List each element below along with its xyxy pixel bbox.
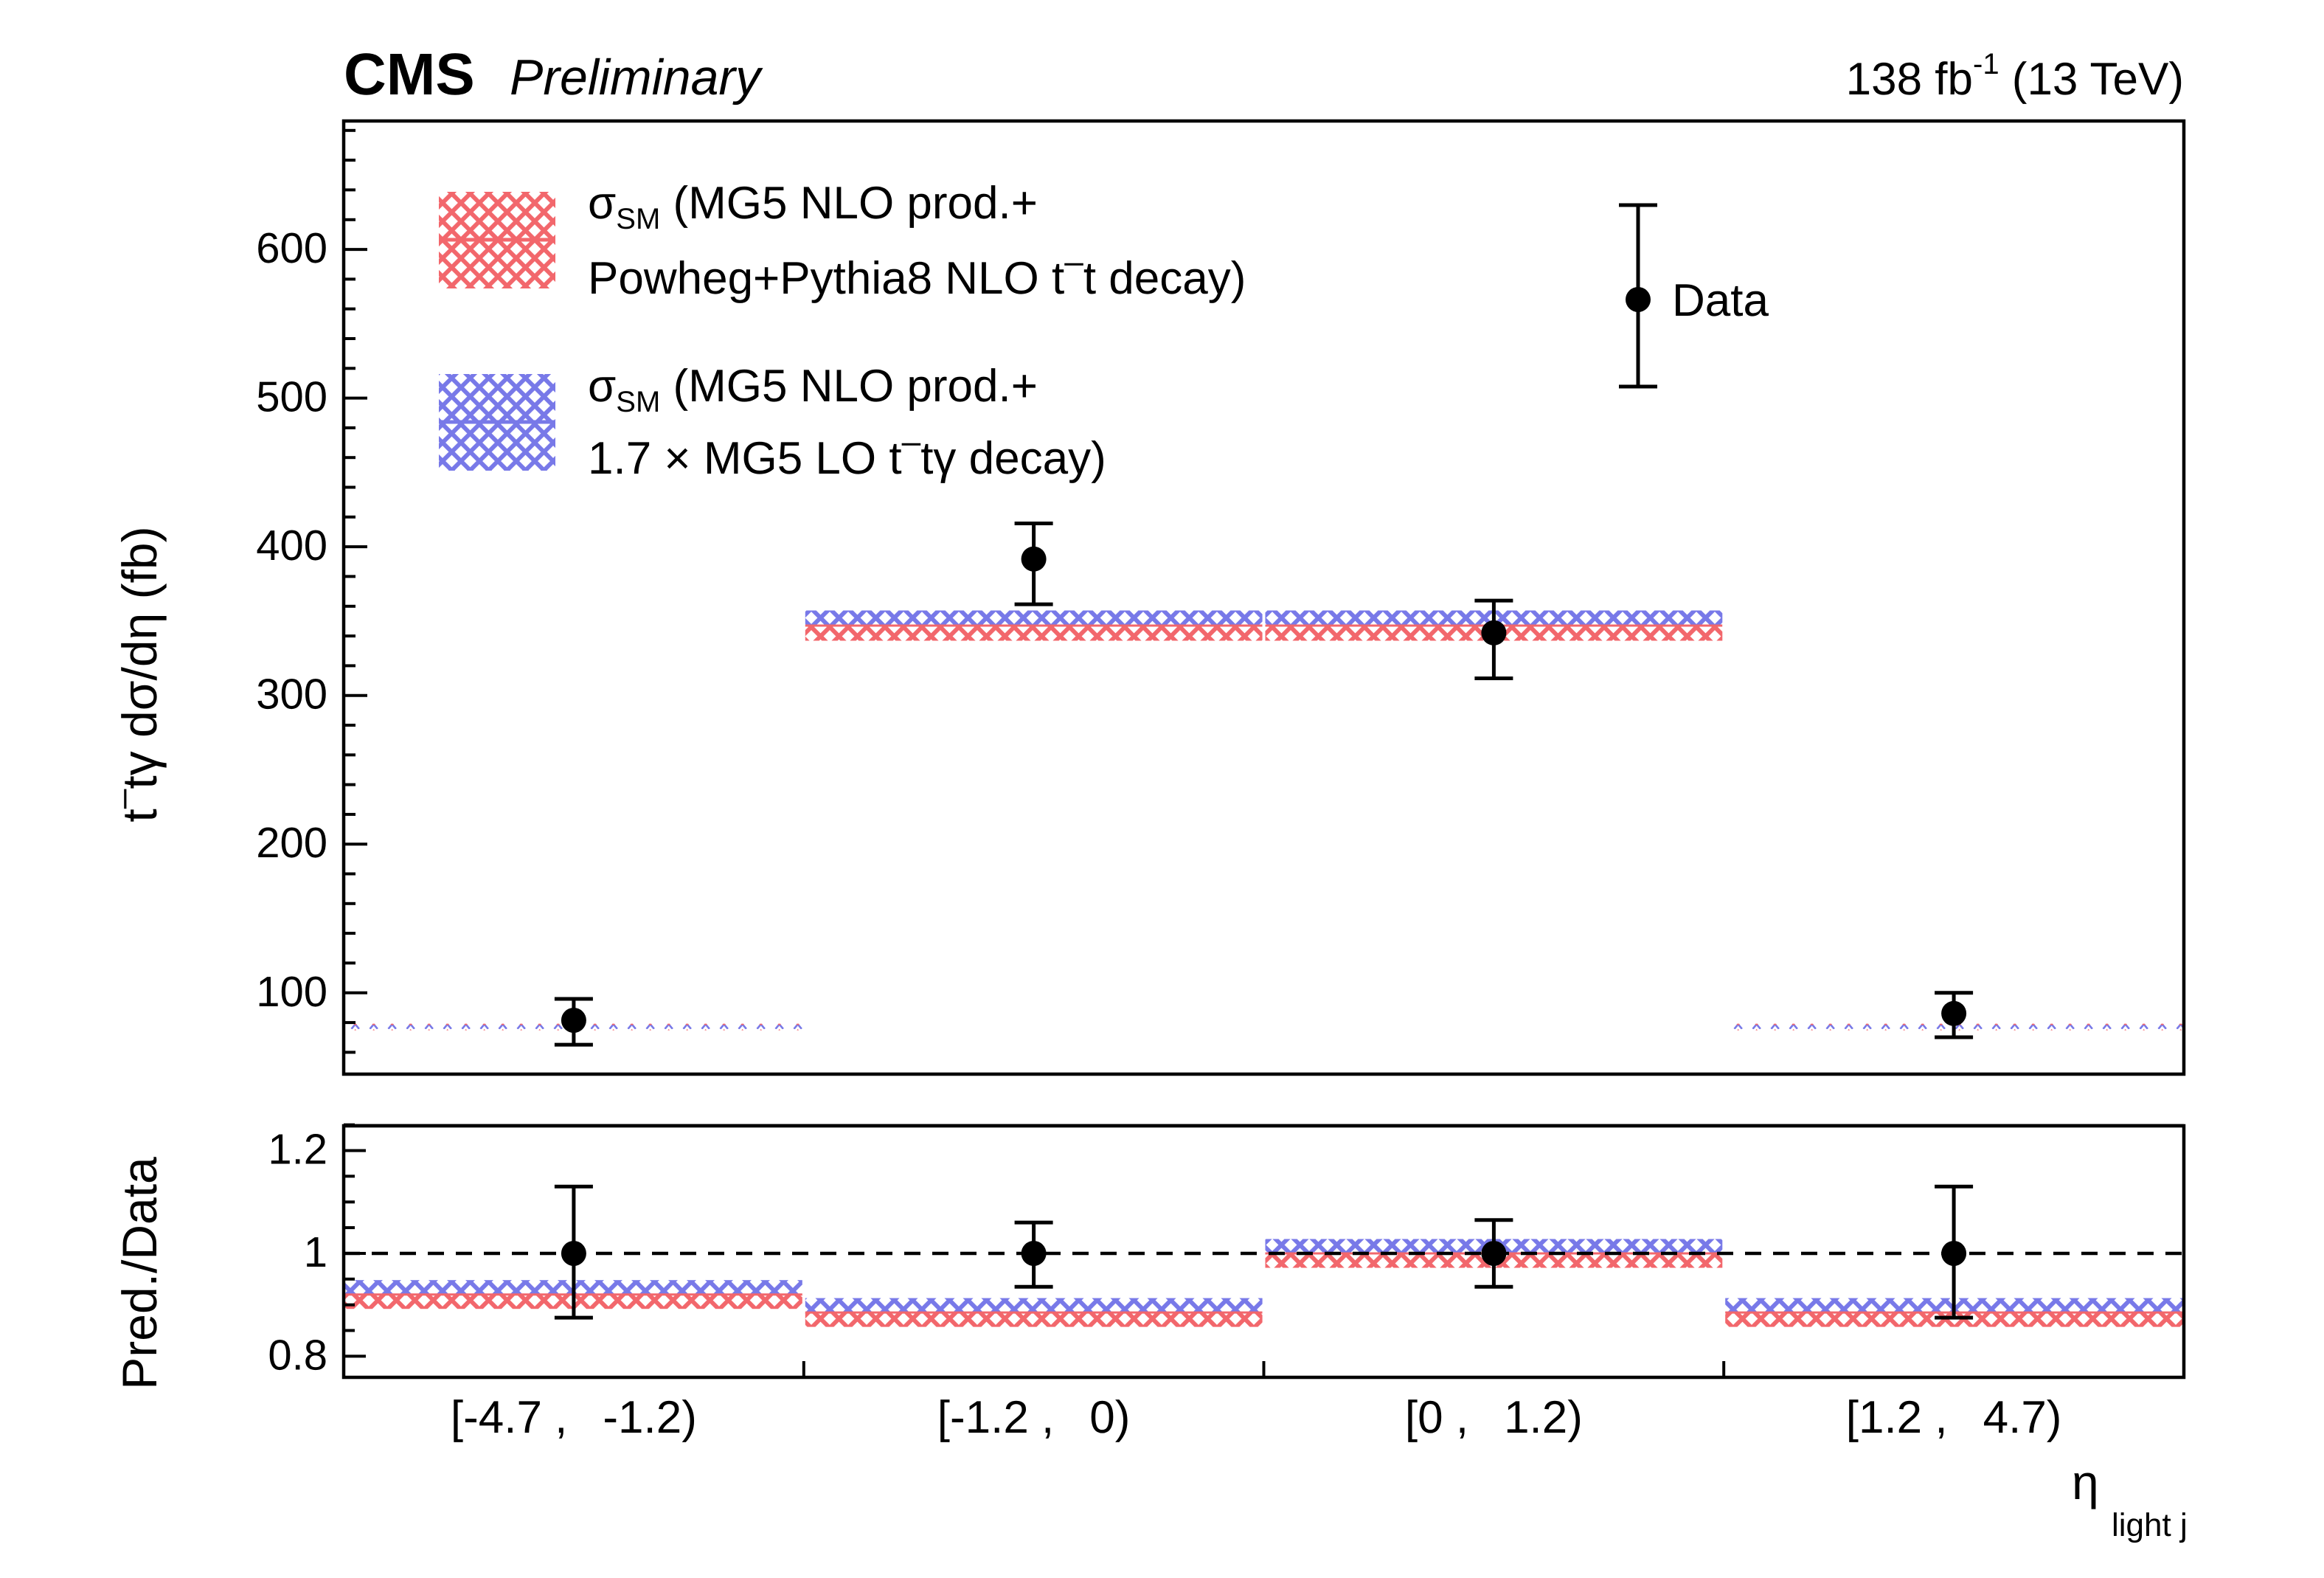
svg-text:200: 200 xyxy=(256,819,327,867)
svg-text:t–tγ dσ/dη (fb): t–tγ dσ/dη (fb) xyxy=(103,526,167,822)
svg-text:1: 1 xyxy=(304,1228,327,1276)
svg-text:100: 100 xyxy=(256,968,327,1016)
svg-text:CMS: CMS xyxy=(344,41,475,107)
svg-text:light j: light j xyxy=(2112,1507,2188,1543)
svg-text:600: 600 xyxy=(256,224,327,272)
svg-text:Data: Data xyxy=(1672,275,1769,326)
svg-text:1.2: 1.2 xyxy=(268,1126,327,1174)
svg-text:η: η xyxy=(2072,1455,2099,1509)
svg-text:300: 300 xyxy=(256,671,327,719)
svg-text:400: 400 xyxy=(256,522,327,570)
svg-text:500: 500 xyxy=(256,373,327,421)
svg-text:138 fb-1 (13 TeV): 138 fb-1 (13 TeV) xyxy=(1846,48,2184,105)
svg-text:Pred./Data: Pred./Data xyxy=(112,1157,167,1390)
svg-text:[-1.2 ,0): [-1.2 , 0) xyxy=(937,1392,1131,1443)
svg-text:0.8: 0.8 xyxy=(268,1331,327,1379)
svg-text:Preliminary: Preliminary xyxy=(510,49,763,105)
